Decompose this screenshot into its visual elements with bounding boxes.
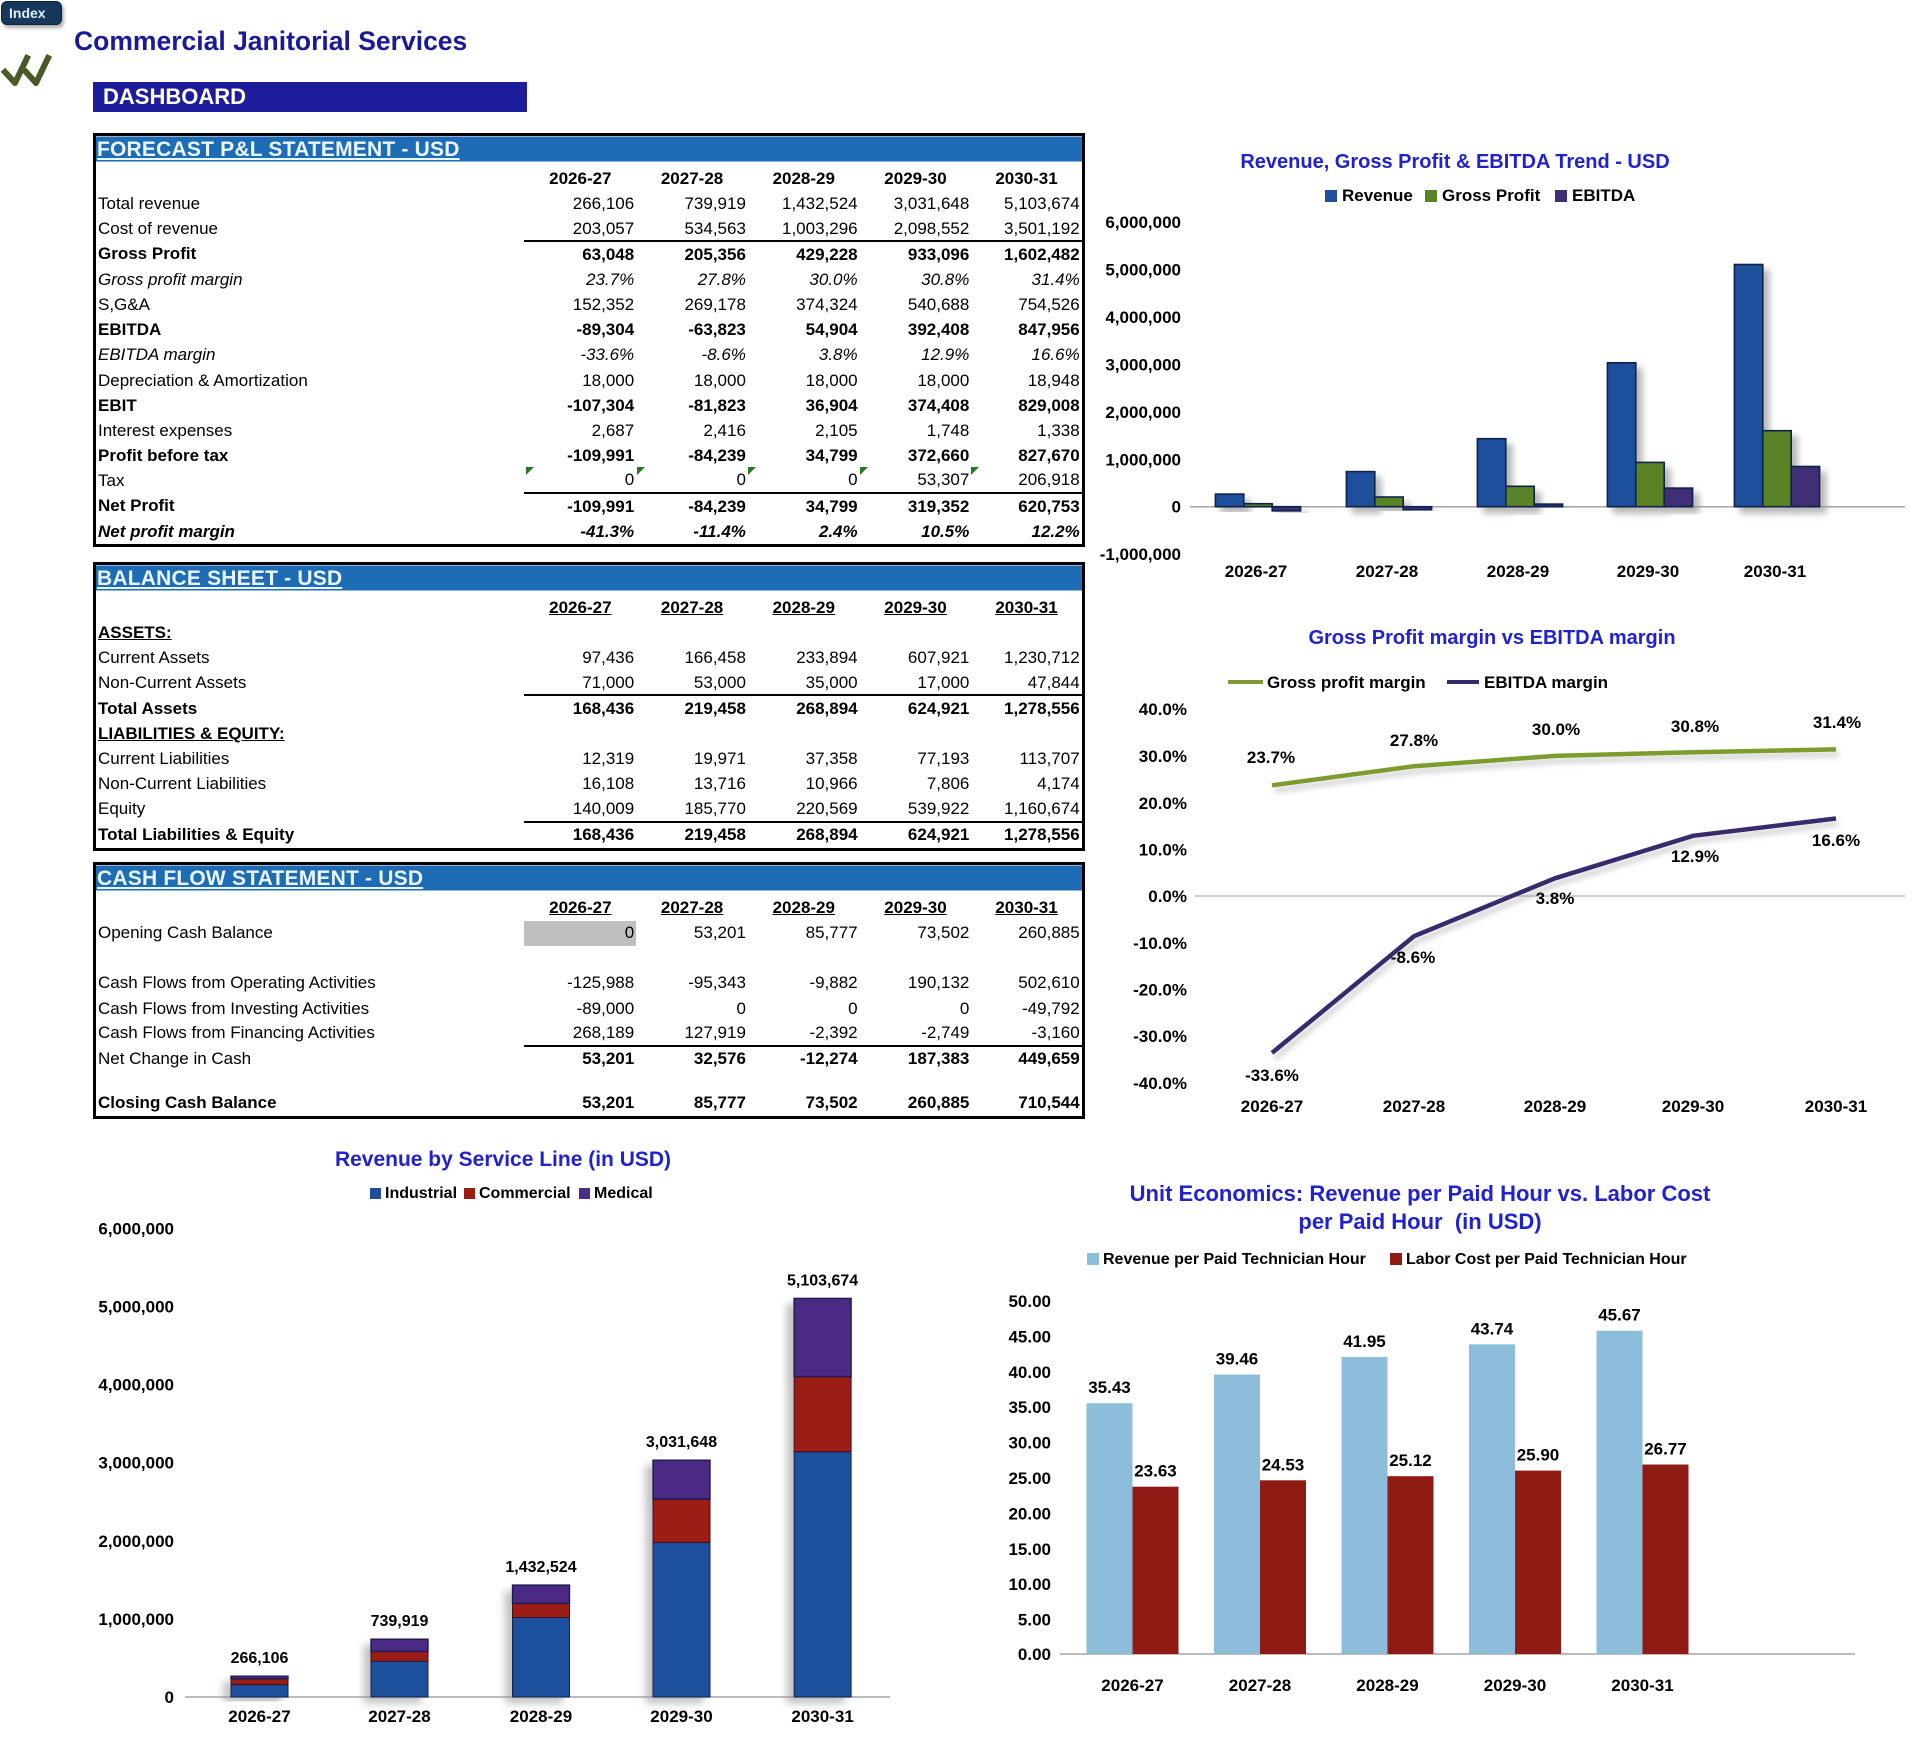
svg-text:-8.6%: -8.6% <box>1391 948 1435 967</box>
svg-text:0.0%: 0.0% <box>1148 887 1187 906</box>
svg-text:Labor Cost per Paid Technician: Labor Cost per Paid Technician Hour <box>1406 1251 1687 1268</box>
svg-text:25.00: 25.00 <box>1008 1469 1051 1488</box>
svg-text:Gross profit margin: Gross profit margin <box>1267 673 1426 692</box>
svg-text:45.00: 45.00 <box>1008 1327 1051 1346</box>
svg-text:0: 0 <box>165 1688 174 1707</box>
svg-text:1,000,000: 1,000,000 <box>98 1610 174 1629</box>
svg-text:10.0%: 10.0% <box>1139 841 1187 860</box>
svg-text:Revenue: Revenue <box>1342 186 1413 205</box>
svg-text:35.43: 35.43 <box>1088 1378 1131 1397</box>
svg-text:4,000,000: 4,000,000 <box>1105 308 1181 327</box>
svg-text:2027-28: 2027-28 <box>368 1707 430 1726</box>
svg-text:35.00: 35.00 <box>1008 1398 1051 1417</box>
svg-text:Gross Profit margin vs EBITDA: Gross Profit margin vs EBITDA margin <box>1308 627 1675 649</box>
svg-text:16.6%: 16.6% <box>1812 831 1860 850</box>
svg-text:24.53: 24.53 <box>1262 1455 1305 1474</box>
svg-text:5,000,000: 5,000,000 <box>98 1298 174 1317</box>
svg-text:-40.0%: -40.0% <box>1133 1074 1187 1093</box>
svg-text:30.0%: 30.0% <box>1139 747 1187 766</box>
svg-text:2028-29: 2028-29 <box>510 1707 572 1726</box>
svg-text:2028-29: 2028-29 <box>1356 1676 1418 1695</box>
svg-text:20.00: 20.00 <box>1008 1504 1051 1523</box>
svg-text:41.95: 41.95 <box>1343 1332 1386 1351</box>
svg-text:2027-28: 2027-28 <box>1356 562 1418 581</box>
svg-text:1,432,524: 1,432,524 <box>505 1559 576 1576</box>
svg-text:3,000,000: 3,000,000 <box>1105 355 1181 374</box>
svg-text:50.00: 50.00 <box>1008 1292 1051 1311</box>
svg-text:Medical: Medical <box>594 1185 653 1202</box>
svg-text:30.0%: 30.0% <box>1532 720 1580 739</box>
svg-text:43.74: 43.74 <box>1471 1319 1514 1338</box>
svg-text:39.46: 39.46 <box>1216 1350 1259 1369</box>
svg-text:4,000,000: 4,000,000 <box>98 1376 174 1395</box>
svg-text:2027-28: 2027-28 <box>1383 1097 1445 1116</box>
svg-text:Unit Economics: Revenue per Pa: Unit Economics: Revenue per Paid Hour vs… <box>1130 1181 1711 1206</box>
svg-text:20.0%: 20.0% <box>1139 794 1187 813</box>
svg-text:5,000,000: 5,000,000 <box>1105 261 1181 280</box>
svg-text:2,000,000: 2,000,000 <box>98 1532 174 1551</box>
svg-text:739,919: 739,919 <box>371 1613 429 1630</box>
svg-text:Industrial: Industrial <box>385 1185 457 1202</box>
svg-text:2,000,000: 2,000,000 <box>1105 403 1181 422</box>
svg-text:2028-29: 2028-29 <box>1524 1097 1586 1116</box>
svg-text:2027-28: 2027-28 <box>1229 1676 1291 1695</box>
svg-text:26.77: 26.77 <box>1644 1440 1687 1459</box>
svg-text:5,103,674: 5,103,674 <box>787 1272 858 1289</box>
svg-text:3,000,000: 3,000,000 <box>98 1454 174 1473</box>
svg-text:12.9%: 12.9% <box>1671 847 1719 866</box>
svg-text:40.00: 40.00 <box>1008 1363 1051 1382</box>
svg-text:per Paid Hour (in USD): per Paid Hour (in USD) <box>1298 1209 1541 1234</box>
svg-text:25.90: 25.90 <box>1517 1446 1560 1465</box>
svg-text:25.12: 25.12 <box>1389 1451 1432 1470</box>
svg-text:2029-30: 2029-30 <box>1484 1676 1546 1695</box>
svg-text:Revenue by Service Line (in US: Revenue by Service Line (in USD) <box>335 1148 671 1171</box>
svg-text:Commercial: Commercial <box>479 1185 571 1202</box>
svg-text:2029-30: 2029-30 <box>1662 1097 1724 1116</box>
svg-text:-30.0%: -30.0% <box>1133 1027 1187 1046</box>
svg-text:2030-31: 2030-31 <box>1611 1676 1673 1695</box>
svg-text:10.00: 10.00 <box>1008 1575 1051 1594</box>
svg-text:23.63: 23.63 <box>1134 1462 1177 1481</box>
svg-text:15.00: 15.00 <box>1008 1540 1051 1559</box>
svg-text:3,031,648: 3,031,648 <box>646 1434 717 1451</box>
svg-text:0: 0 <box>1172 498 1181 517</box>
svg-text:2026-27: 2026-27 <box>1241 1097 1303 1116</box>
svg-text:2026-27: 2026-27 <box>228 1707 290 1726</box>
svg-text:2030-31: 2030-31 <box>791 1707 853 1726</box>
svg-text:Revenue, Gross Profit & EBITDA: Revenue, Gross Profit & EBITDA Trend - U… <box>1240 151 1669 173</box>
svg-text:-33.6%: -33.6% <box>1245 1066 1299 1085</box>
svg-text:-1,000,000: -1,000,000 <box>1100 545 1181 564</box>
svg-text:2029-30: 2029-30 <box>650 1707 712 1726</box>
svg-text:5.00: 5.00 <box>1018 1611 1051 1630</box>
svg-text:2030-31: 2030-31 <box>1805 1097 1867 1116</box>
svg-text:30.8%: 30.8% <box>1671 717 1719 736</box>
svg-text:23.7%: 23.7% <box>1247 748 1295 767</box>
svg-text:30.00: 30.00 <box>1008 1434 1051 1453</box>
svg-text:31.4%: 31.4% <box>1813 713 1861 732</box>
svg-text:0.00: 0.00 <box>1018 1645 1051 1664</box>
svg-text:266,106: 266,106 <box>231 1650 289 1667</box>
svg-text:40.0%: 40.0% <box>1139 700 1187 719</box>
svg-text:45.67: 45.67 <box>1598 1306 1641 1325</box>
svg-text:2030-31: 2030-31 <box>1744 562 1806 581</box>
svg-text:-20.0%: -20.0% <box>1133 981 1187 1000</box>
svg-text:-10.0%: -10.0% <box>1133 934 1187 953</box>
svg-text:6,000,000: 6,000,000 <box>1105 213 1181 232</box>
svg-text:2029-30: 2029-30 <box>1617 562 1679 581</box>
svg-text:1,000,000: 1,000,000 <box>1105 450 1181 469</box>
svg-text:2028-29: 2028-29 <box>1487 562 1549 581</box>
svg-text:3.8%: 3.8% <box>1536 889 1575 908</box>
svg-text:27.8%: 27.8% <box>1390 731 1438 750</box>
svg-text:2026-27: 2026-27 <box>1101 1676 1163 1695</box>
svg-text:Revenue per Paid Technician Ho: Revenue per Paid Technician Hour <box>1103 1251 1366 1268</box>
svg-text:EBITDA: EBITDA <box>1572 186 1635 205</box>
svg-text:2026-27: 2026-27 <box>1225 562 1287 581</box>
svg-text:6,000,000: 6,000,000 <box>98 1219 174 1238</box>
svg-text:EBITDA margin: EBITDA margin <box>1484 673 1608 692</box>
svg-text:Gross Profit: Gross Profit <box>1442 186 1541 205</box>
